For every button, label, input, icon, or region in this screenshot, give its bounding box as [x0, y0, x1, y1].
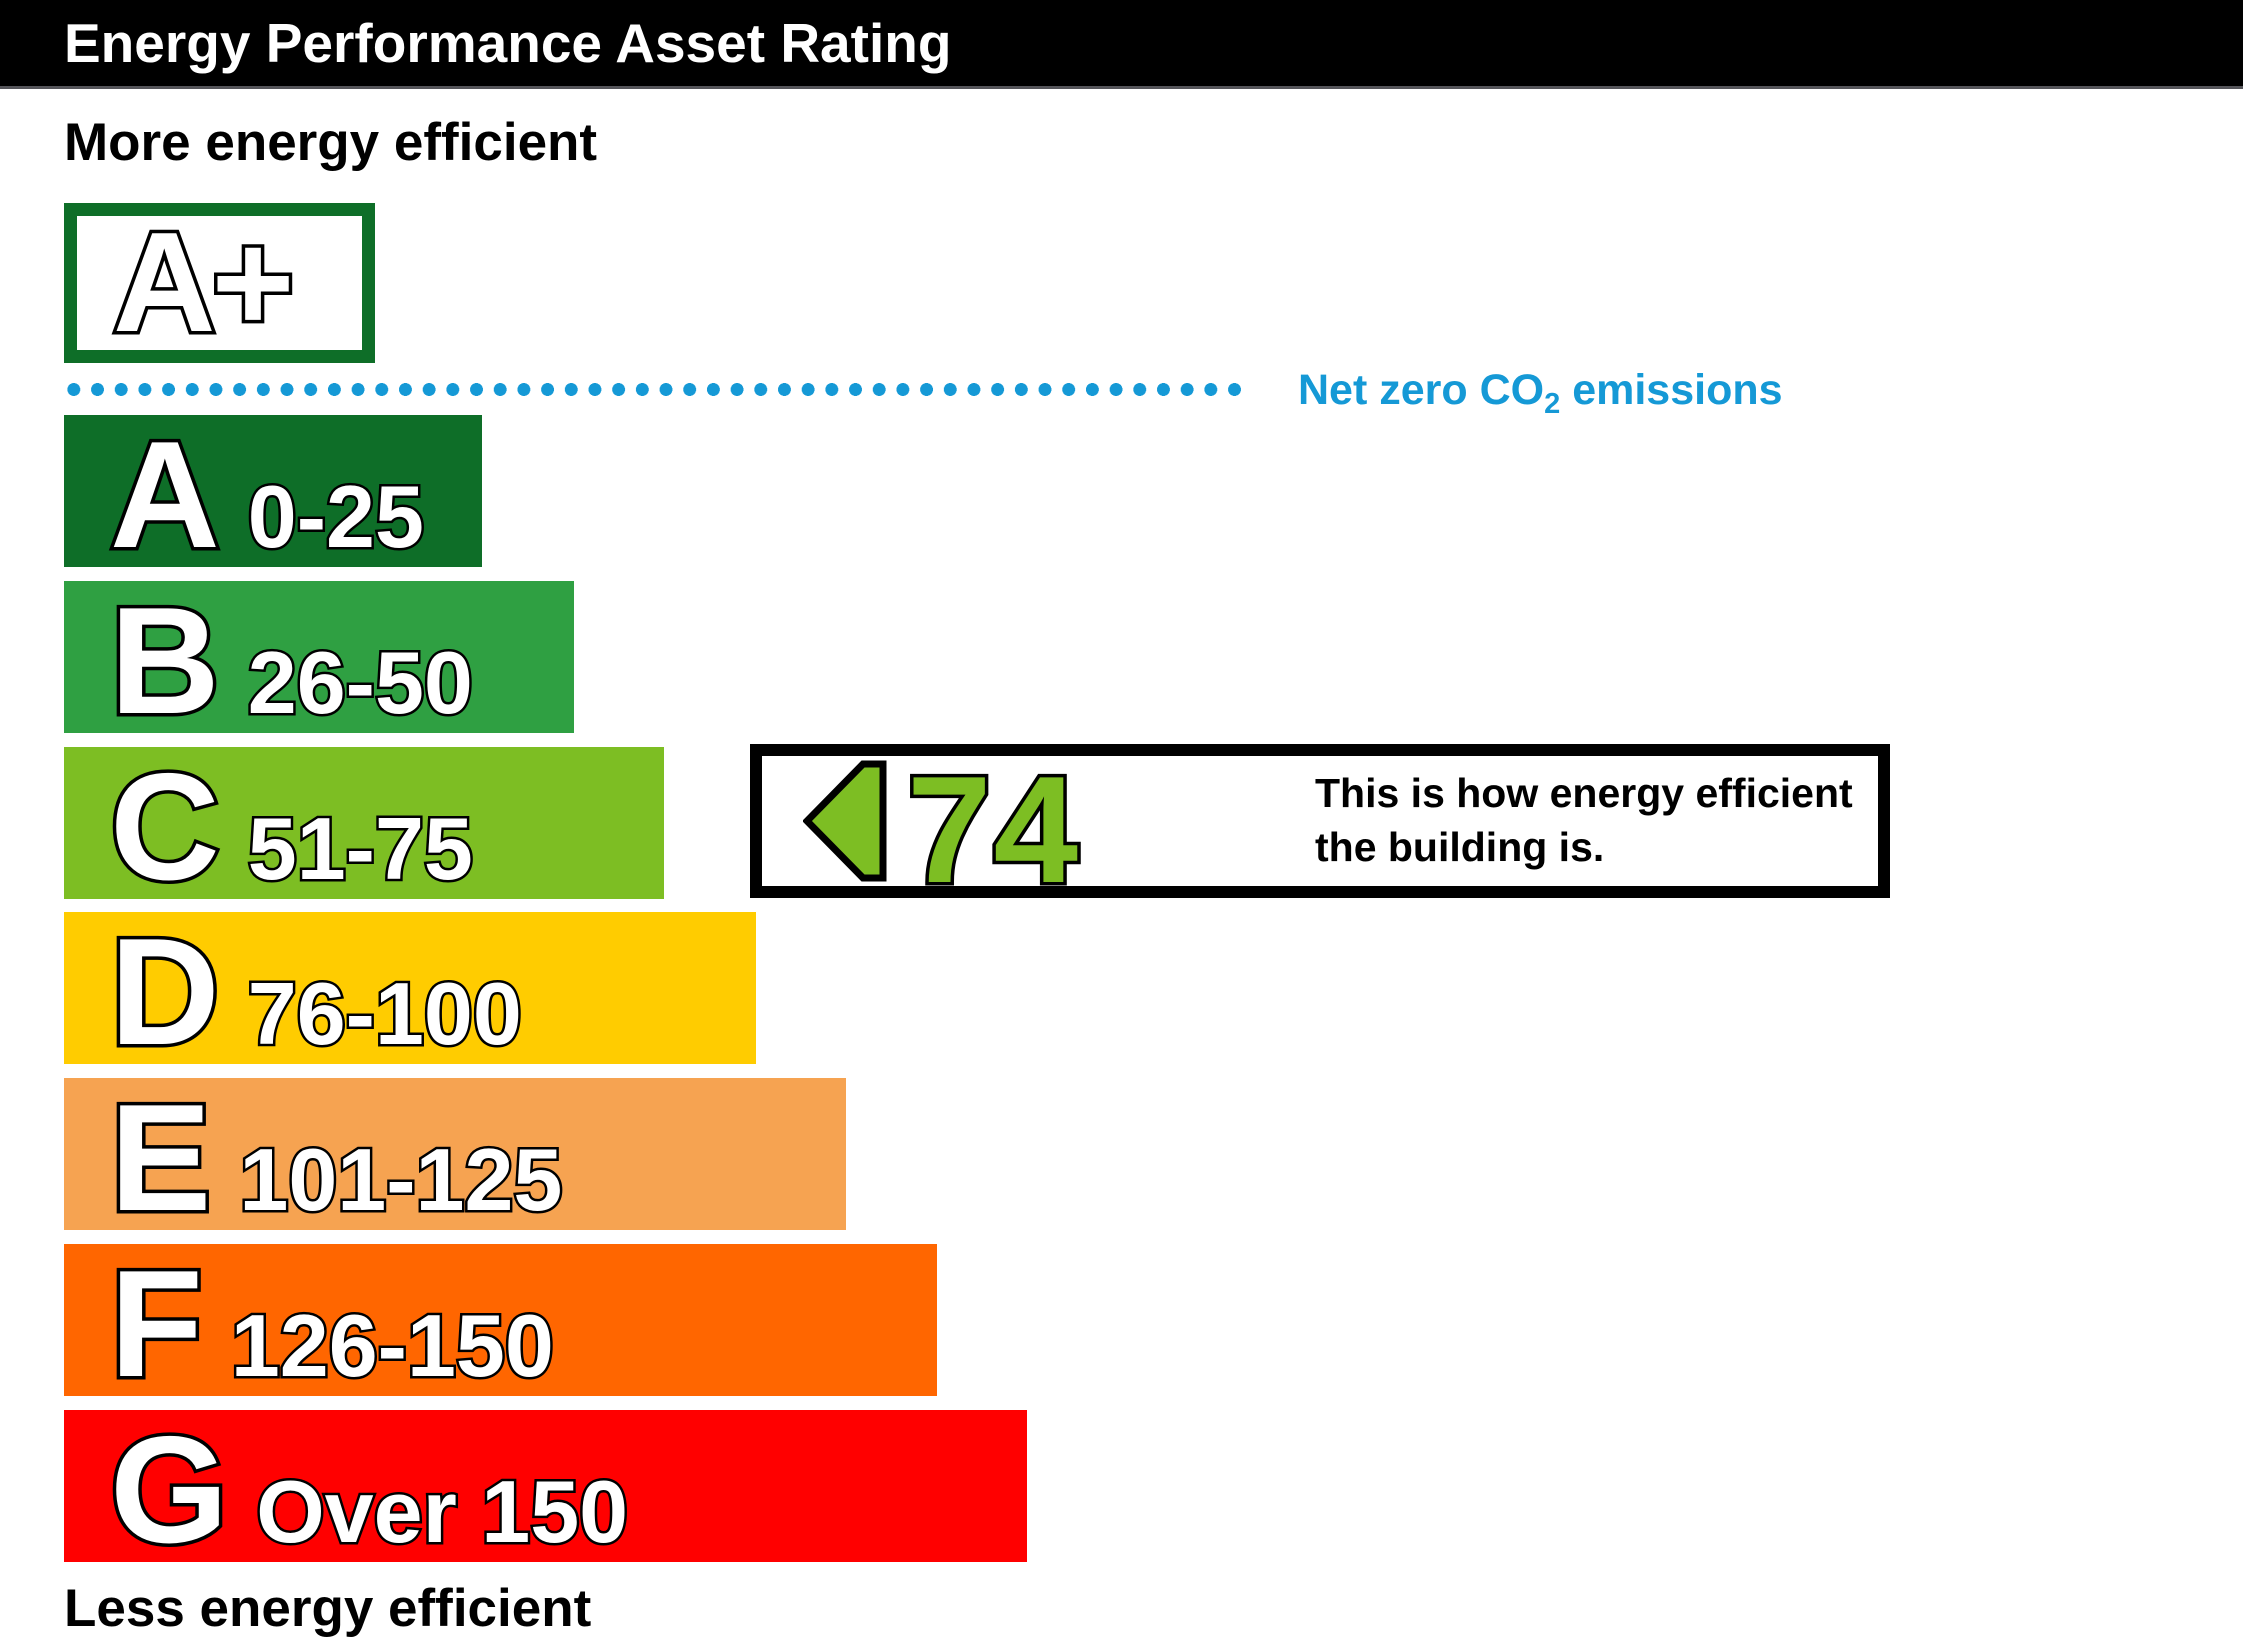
- indicator-caption: This is how energy efficient the buildin…: [1315, 766, 1853, 874]
- rating-band-b: B 26-50: [64, 581, 574, 741]
- net-zero-label-subscript: 2: [1544, 388, 1561, 420]
- net-zero-emissions-label: Net zero CO2 emissions: [1298, 362, 1783, 420]
- band-range: 76-100: [245, 964, 524, 1063]
- band-a-plus: A+: [64, 203, 375, 363]
- rating-band-d: D 76-100: [64, 912, 756, 1072]
- band-letter: G: [106, 1405, 231, 1575]
- left-arrow-icon: [803, 760, 887, 882]
- less-energy-efficient-label: Less energy efficient: [64, 1579, 592, 1638]
- rating-band-a: A 0-25: [64, 415, 482, 575]
- indicator-caption-line2: the building is.: [1315, 824, 1605, 870]
- net-zero-label-text: Net zero CO: [1298, 366, 1545, 414]
- band-letter: E: [106, 1073, 214, 1243]
- rating-band-c: C 51-75: [64, 747, 664, 907]
- band-a-plus-letter: A+: [109, 203, 298, 362]
- rating-band-f: F 126-150: [64, 1244, 937, 1404]
- band-range: 26-50: [245, 633, 475, 732]
- band-letter: D: [107, 907, 224, 1077]
- title-bar: Energy Performance Asset Rating: [0, 0, 2243, 89]
- more-energy-efficient-label: More energy efficient: [64, 113, 598, 172]
- band-letter: C: [107, 742, 224, 912]
- rating-band-e: E 101-125: [64, 1078, 846, 1238]
- page-title: Energy Performance Asset Rating: [64, 12, 952, 74]
- band-range: 126-150: [228, 1296, 556, 1395]
- indicator-caption-line1: This is how energy efficient: [1315, 770, 1853, 816]
- band-range: 101-125: [237, 1130, 565, 1229]
- net-zero-dotted-line: [62, 382, 1246, 397]
- band-range: 0-25: [245, 467, 426, 566]
- band-range: 51-75: [245, 799, 475, 898]
- band-letter: A: [107, 410, 224, 580]
- current-rating-value: 74: [903, 745, 1081, 915]
- band-range: Over 150: [254, 1462, 631, 1561]
- rating-band-g: G Over 150: [64, 1410, 1027, 1570]
- current-rating-indicator: 74 This is how energy efficient the buil…: [750, 744, 1890, 910]
- band-letter: B: [107, 576, 224, 746]
- net-zero-label-suffix: emissions: [1560, 366, 1783, 414]
- band-letter: F: [107, 1239, 207, 1409]
